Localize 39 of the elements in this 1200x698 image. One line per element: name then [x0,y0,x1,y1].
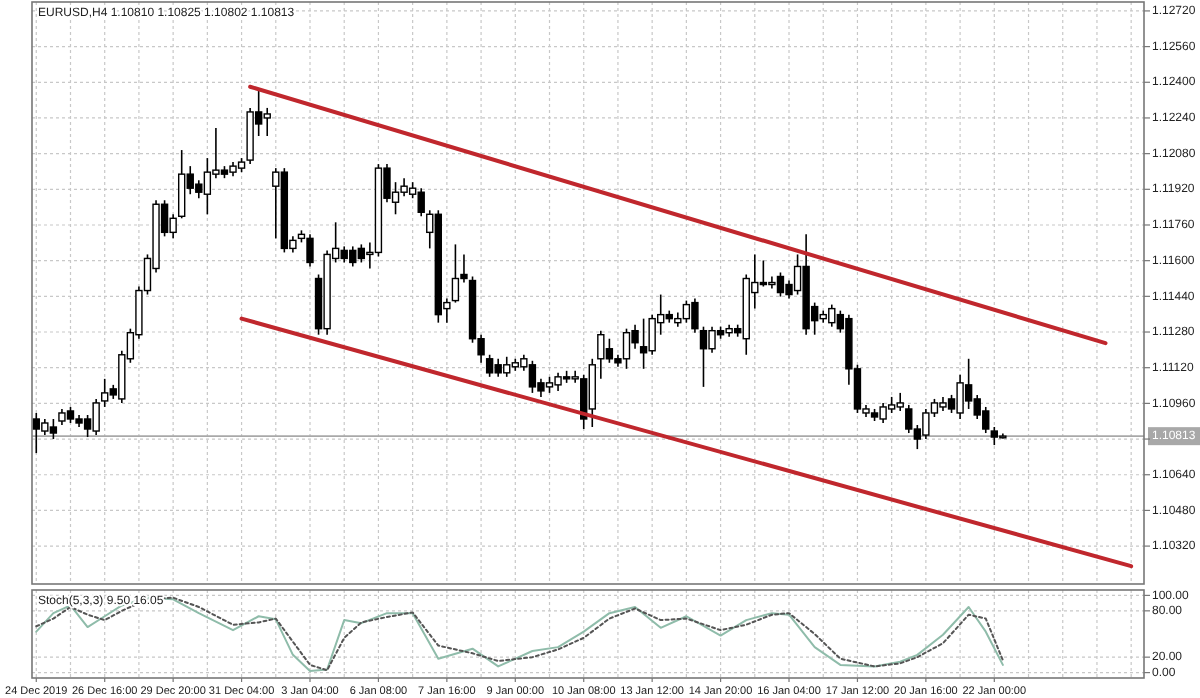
candlestick [879,402,887,424]
candlestick [691,297,699,334]
candlestick [648,313,656,356]
candlestick [203,157,212,216]
candlestick [494,357,502,378]
candlestick [588,357,596,428]
candlestick [982,406,990,434]
candlestick [759,259,768,288]
candlestick [699,325,708,388]
candlestick [828,303,836,328]
candlestick [101,378,109,408]
candlestick [195,179,203,200]
candlestick [400,177,408,198]
candlestick [92,398,100,436]
candlestick [922,408,930,440]
candlestick [622,327,631,370]
candlestick [417,187,425,218]
candlestick [451,243,460,304]
candlestick [485,353,494,378]
candlestick [708,325,716,354]
candlestick [263,107,271,137]
candlestick [528,359,537,394]
candlestick [964,357,973,410]
candlestick [49,418,58,440]
candlestick [776,271,785,298]
candlestick [768,275,776,290]
candlestick [554,372,562,392]
candlestick [990,426,999,446]
candlestick [177,149,186,220]
candlestick [896,392,904,412]
candlestick [905,404,913,434]
candlestick [956,374,964,420]
candlestick [306,233,314,268]
candlestick [605,337,614,364]
candlestick [349,245,357,268]
candlestick [682,299,691,324]
candlestick [639,317,648,370]
candlestick [357,243,366,264]
candlestick [597,329,605,380]
